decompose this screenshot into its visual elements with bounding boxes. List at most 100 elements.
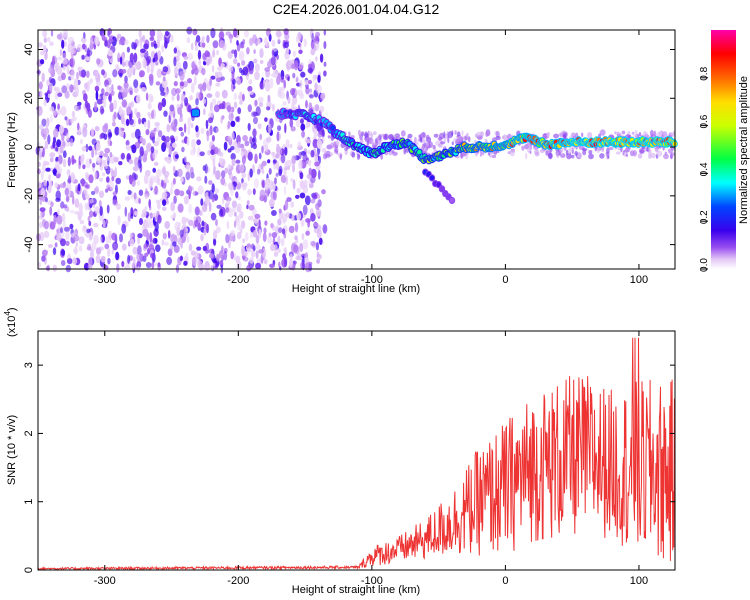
noise-blob	[211, 64, 215, 73]
x-tick-label: 0	[502, 274, 508, 286]
noise-blob	[150, 129, 156, 137]
noise-blob	[297, 256, 303, 261]
noise-blob	[231, 70, 235, 80]
noise-blob	[308, 102, 313, 111]
halo-blob	[525, 152, 528, 160]
noise-blob	[114, 126, 120, 136]
noise-blob	[79, 209, 84, 217]
chart-title: C2E4.2026.001.04.04.G12	[273, 1, 440, 17]
noise-blob	[227, 163, 232, 170]
noise-blob	[240, 151, 245, 157]
noise-blob	[156, 214, 162, 224]
noise-blob	[89, 36, 94, 46]
noise-blob	[271, 103, 275, 112]
noise-blob	[124, 265, 130, 270]
noise-blob	[300, 118, 304, 124]
noise-blob	[139, 70, 145, 78]
noise-blob	[95, 142, 101, 151]
halo-blob	[474, 151, 479, 157]
noise-blob	[69, 59, 74, 65]
noise-blob	[246, 200, 250, 206]
halo-blob	[588, 153, 594, 160]
noise-blob	[235, 215, 239, 224]
noise-blob	[151, 110, 154, 119]
noise-blob	[79, 69, 82, 77]
noise-blob	[216, 253, 220, 262]
halo-blob	[653, 130, 656, 136]
noise-blob	[291, 263, 295, 271]
noise-blob	[211, 196, 215, 203]
noise-blob	[194, 206, 200, 216]
noise-blob	[310, 212, 316, 222]
noise-blob	[199, 151, 205, 157]
noise-blob	[112, 69, 118, 78]
halo-blob	[654, 147, 659, 153]
x-tick-label: -200	[227, 274, 249, 286]
noise-blob	[323, 70, 327, 77]
noise-blob	[211, 98, 217, 106]
noise-blob	[230, 250, 234, 260]
noise-blob	[314, 40, 320, 51]
noise-blob	[188, 190, 191, 200]
noise-blob	[286, 165, 290, 170]
noise-blob	[291, 87, 297, 99]
noise-blob	[301, 130, 305, 138]
noise-blob	[217, 66, 223, 71]
x-tick-label: -300	[94, 274, 116, 286]
noise-blob	[133, 79, 139, 89]
noise-blob	[264, 80, 270, 88]
noise-blob	[146, 55, 152, 64]
noise-blob	[96, 98, 103, 105]
branch-track-core	[436, 182, 441, 188]
noise-blob	[194, 44, 199, 52]
halo-blob	[456, 131, 461, 137]
noise-blob	[254, 213, 261, 219]
halo-blob	[460, 153, 463, 160]
noise-blob	[138, 30, 142, 38]
noise-blob	[249, 168, 253, 178]
noise-blob	[44, 161, 50, 166]
noise-blob	[178, 117, 184, 123]
halo-blob	[334, 147, 339, 153]
halo-blob	[426, 142, 430, 147]
noise-blob	[306, 173, 312, 180]
noise-blob	[72, 257, 78, 265]
noise-blob	[298, 64, 304, 70]
noise-blob	[310, 149, 315, 158]
x-tick-label: 100	[630, 274, 648, 286]
noise-blob	[84, 193, 90, 200]
noise-blob	[280, 174, 287, 184]
noise-blob	[138, 117, 142, 125]
halo-blob	[609, 146, 614, 151]
noise-blob	[65, 231, 70, 241]
noise-blob	[270, 223, 274, 229]
noise-blob	[215, 226, 221, 234]
noise-blob	[179, 229, 184, 238]
noise-blob	[66, 206, 70, 212]
noise-blob	[49, 157, 54, 163]
noise-blob	[66, 132, 70, 141]
noise-blob	[49, 206, 53, 216]
noise-blob	[284, 161, 288, 172]
noise-blob	[218, 31, 225, 40]
noise-blob	[157, 130, 163, 138]
noise-blob	[155, 244, 161, 252]
noise-blob	[225, 31, 232, 36]
noise-blob	[133, 52, 138, 63]
noise-blob	[302, 239, 309, 250]
noise-blob	[84, 56, 91, 61]
noise-blob	[108, 86, 112, 93]
noise-blob	[118, 161, 123, 166]
noise-blob	[154, 211, 158, 222]
noise-blob	[134, 108, 138, 116]
noise-blob	[277, 125, 282, 131]
noise-blob	[288, 225, 295, 234]
noise-blob	[59, 32, 63, 42]
noise-blob	[92, 162, 96, 168]
snr-x-tick-label: 0	[502, 575, 508, 587]
noise-blob	[251, 111, 257, 118]
noise-blob	[242, 238, 245, 244]
noise-blob	[57, 92, 63, 98]
noise-blob	[67, 42, 72, 53]
noise-blob	[242, 181, 246, 187]
